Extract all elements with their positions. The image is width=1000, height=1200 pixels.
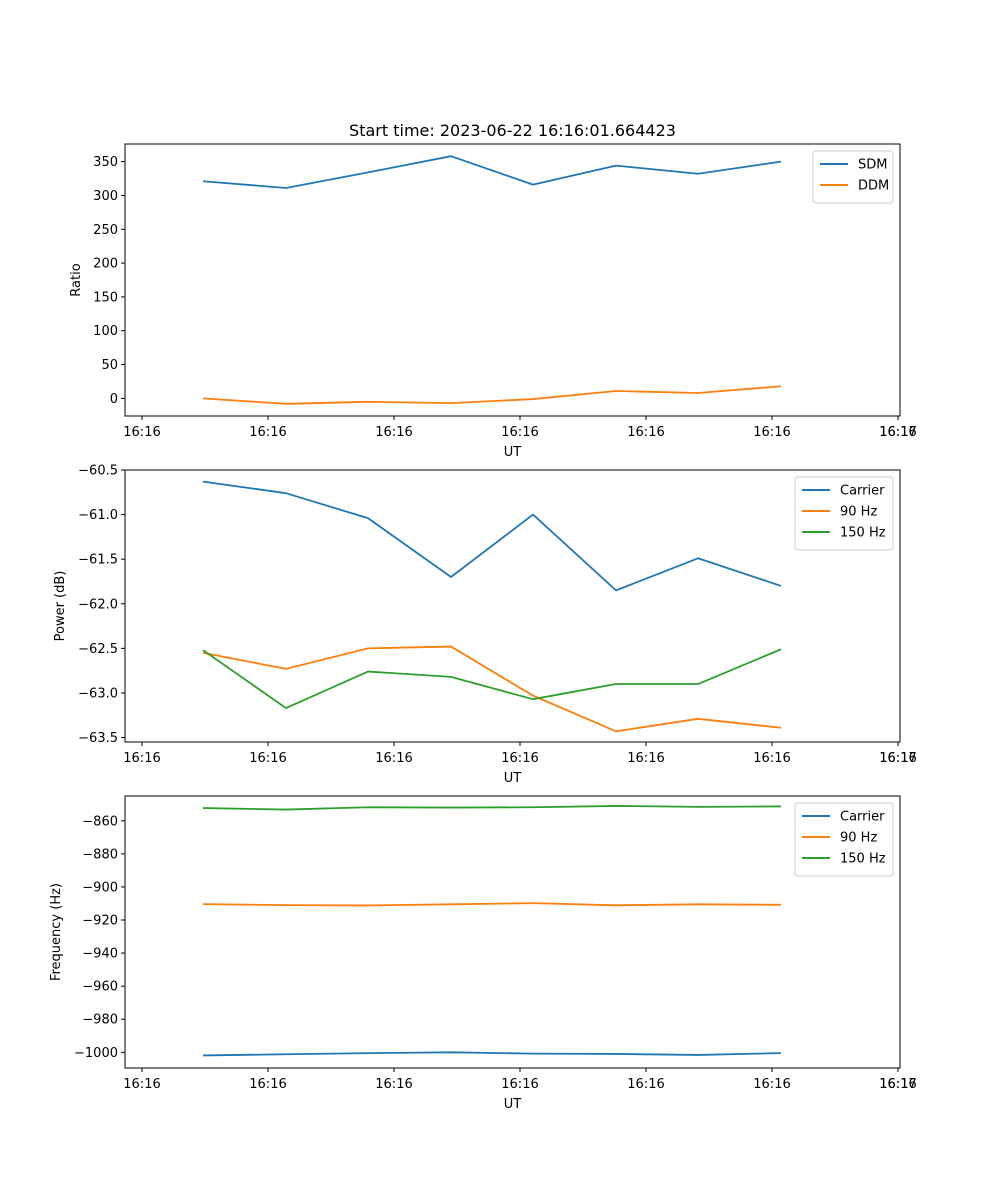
legend-label: Carrier bbox=[840, 810, 885, 825]
series-line-carrier bbox=[202, 480, 782, 592]
axes-frame bbox=[124, 143, 901, 417]
legend-label: 90 Hz bbox=[840, 505, 877, 520]
x-tick-label: 16:16 bbox=[249, 425, 286, 440]
y-tick-label: 50 bbox=[101, 358, 118, 373]
x-tick-label: 16:16 bbox=[123, 425, 160, 440]
y-tick-label: 300 bbox=[93, 189, 118, 204]
power-chart: 16:16 16:16 16:16 16:16 16:16 16:16 16:1616:17… bbox=[53, 464, 917, 787]
x-tick-label: 16:16 bbox=[501, 751, 538, 766]
y-tick-label: −61.0 bbox=[78, 508, 118, 523]
x-tick-label: 16:17 bbox=[879, 425, 916, 440]
legend: SDM DDM bbox=[812, 150, 894, 204]
y-tick-label: −980 bbox=[82, 1013, 118, 1028]
chart-title: Start time: 2023-06-22 16:16:01.664423 bbox=[349, 121, 676, 140]
legend-label: SDM bbox=[858, 158, 887, 173]
y-tick-label: −860 bbox=[82, 814, 118, 829]
legend-label: DDM bbox=[858, 179, 889, 194]
y-tick-label: 200 bbox=[93, 257, 118, 272]
legend: Carrier 90 Hz 150 Hz bbox=[794, 476, 894, 551]
y-tick-label: −62.0 bbox=[78, 597, 118, 612]
y-tick-label: 150 bbox=[93, 290, 118, 305]
y-tick-label: −60.5 bbox=[78, 464, 118, 479]
x-tick-label: 16:16 bbox=[627, 751, 664, 766]
series-line-90-hz bbox=[202, 645, 782, 733]
x-tick-label: 16:16 bbox=[627, 425, 664, 440]
y-tick-label: 250 bbox=[93, 223, 118, 238]
frequency-chart: 16:16 16:16 16:16 16:16 16:16 16:16 16:1616:17… bbox=[49, 795, 917, 1112]
x-tick-label: 16:16 bbox=[375, 425, 412, 440]
series-line-90-hz bbox=[202, 902, 782, 907]
series-line-ddm bbox=[202, 385, 782, 405]
x-tick-label: 16:16 bbox=[249, 751, 286, 766]
ratio-chart: Start time: 2023-06-22 16:16:01.664423 16… bbox=[69, 121, 917, 460]
y-tick-label: −1000 bbox=[74, 1046, 118, 1061]
x-axis-label: UT bbox=[504, 771, 522, 786]
y-tick-label: −61.5 bbox=[78, 553, 118, 568]
x-tick-label: 16:17 bbox=[879, 751, 916, 766]
y-tick-label: 0 bbox=[110, 392, 118, 407]
x-tick-label: 16:17 bbox=[879, 1077, 916, 1092]
x-tick-label: 16:16 bbox=[123, 751, 160, 766]
x-tick-label: 16:16 bbox=[627, 1077, 664, 1092]
y-tick-label: −880 bbox=[82, 847, 118, 862]
x-tick-label: 16:16 bbox=[753, 1077, 790, 1092]
x-tick-label: 16:16 bbox=[249, 1077, 286, 1092]
y-tick-label: −63.0 bbox=[78, 686, 118, 701]
x-tick-label: 16:16 bbox=[123, 1077, 160, 1092]
y-tick-label: −63.5 bbox=[78, 731, 118, 746]
y-tick-label: 100 bbox=[93, 324, 118, 339]
y-axis-label: Frequency (Hz) bbox=[49, 883, 64, 981]
y-tick-label: −940 bbox=[82, 947, 118, 962]
y-tick-label: −900 bbox=[82, 880, 118, 895]
y-tick-label: −62.5 bbox=[78, 642, 118, 657]
series-line-sdm bbox=[202, 155, 782, 189]
legend: Carrier 90 Hz 150 Hz bbox=[794, 802, 894, 877]
x-axis-label: UT bbox=[504, 445, 522, 460]
axes-frame bbox=[124, 469, 901, 743]
series-line-carrier bbox=[202, 1051, 782, 1057]
x-tick-label: 16:16 bbox=[753, 425, 790, 440]
legend-label: Carrier bbox=[840, 484, 885, 499]
y-tick-label: −960 bbox=[82, 980, 118, 995]
x-tick-label: 16:16 bbox=[375, 1077, 412, 1092]
series-line-150-hz bbox=[202, 648, 782, 710]
legend-label: 90 Hz bbox=[840, 831, 877, 846]
x-tick-label: 16:16 bbox=[879, 425, 916, 440]
x-tick-label: 16:16 bbox=[375, 751, 412, 766]
x-tick-label: 16:16 bbox=[879, 751, 916, 766]
x-tick-label: 16:16 bbox=[753, 751, 790, 766]
series-line-150-hz bbox=[202, 805, 782, 811]
x-tick-label: 16:16 bbox=[879, 1077, 916, 1092]
y-axis-label: Power (dB) bbox=[53, 571, 68, 642]
y-tick-label: 350 bbox=[93, 155, 118, 170]
legend-label: 150 Hz bbox=[840, 526, 886, 541]
x-axis-label: UT bbox=[504, 1097, 522, 1112]
legend-label: 150 Hz bbox=[840, 852, 886, 867]
y-axis-label: Ratio bbox=[69, 263, 84, 296]
x-tick-label: 16:16 bbox=[501, 1077, 538, 1092]
y-tick-label: −920 bbox=[82, 914, 118, 929]
axes-frame bbox=[124, 795, 901, 1069]
x-tick-label: 16:16 bbox=[501, 425, 538, 440]
